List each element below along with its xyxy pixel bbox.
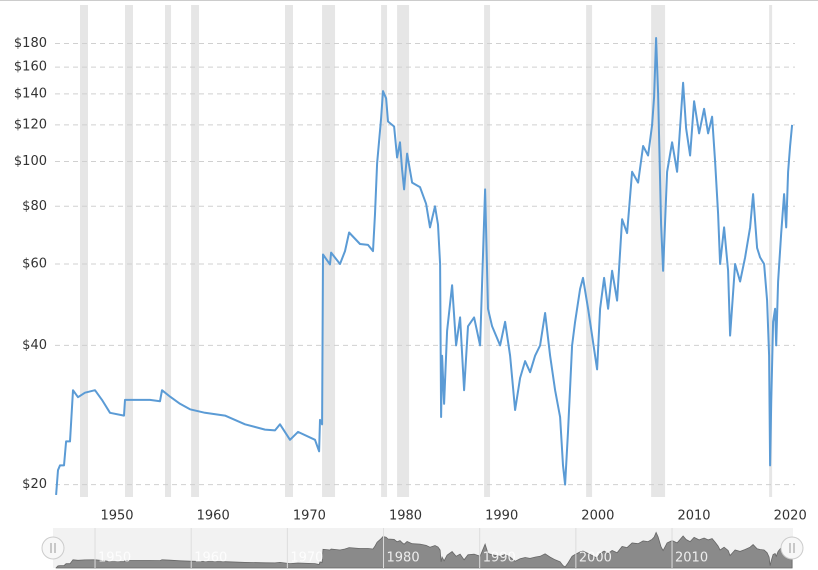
x-tick-label: 1950 (100, 509, 133, 524)
navigator-label: 1960 (194, 551, 227, 566)
recession-band (586, 5, 593, 497)
recession-band (651, 5, 666, 497)
y-tick-label: $120 (14, 117, 47, 132)
navigator-label: 1970 (290, 551, 323, 566)
recession-band (125, 5, 133, 497)
y-tick-label: $80 (22, 199, 47, 214)
x-tick-label: 1960 (197, 509, 230, 524)
navigator-label: 2000 (579, 551, 612, 566)
y-tick-label: $40 (22, 338, 47, 353)
y-tick-label: $160 (14, 60, 47, 75)
y-tick-label: $100 (14, 154, 47, 169)
x-tick-label: 1980 (389, 509, 422, 524)
y-tick-label: $140 (14, 86, 47, 101)
navigator-label: 1980 (387, 551, 420, 566)
recession-layer (80, 5, 773, 497)
navigator[interactable]: 1950 1960 1970 1980 1990 2000 2010 (55, 528, 793, 569)
navigator-label: 1950 (98, 551, 131, 566)
navigator-handle-left[interactable] (41, 536, 65, 560)
price-line (55, 37, 794, 495)
recession-band (191, 5, 200, 497)
recession-band (397, 5, 410, 497)
x-tick-label: 2020 (774, 509, 807, 524)
recession-band (165, 5, 172, 497)
navigator-area (55, 531, 793, 569)
line-layer (55, 37, 794, 495)
recession-band (285, 5, 294, 497)
navigator-label: 1990 (483, 551, 516, 566)
recession-band (80, 5, 88, 497)
x-tick-label: 2010 (677, 509, 710, 524)
x-tick-label: 1970 (293, 509, 326, 524)
recession-band (322, 5, 336, 497)
recession-band (769, 5, 773, 497)
y-tick-label: $20 (22, 477, 47, 492)
grid-layer: $20 $40 $60 $80 $100 $120 $140 $160 $180 1950 1960… (14, 36, 807, 524)
x-tick-label: 1990 (485, 509, 518, 524)
y-tick-label: $60 (22, 257, 47, 272)
navigator-handle-right[interactable] (780, 536, 804, 560)
navigator-label: 2010 (675, 551, 708, 566)
x-tick-label: 2000 (581, 509, 614, 524)
y-tick-label: $180 (14, 36, 47, 51)
recession-band (381, 5, 388, 497)
